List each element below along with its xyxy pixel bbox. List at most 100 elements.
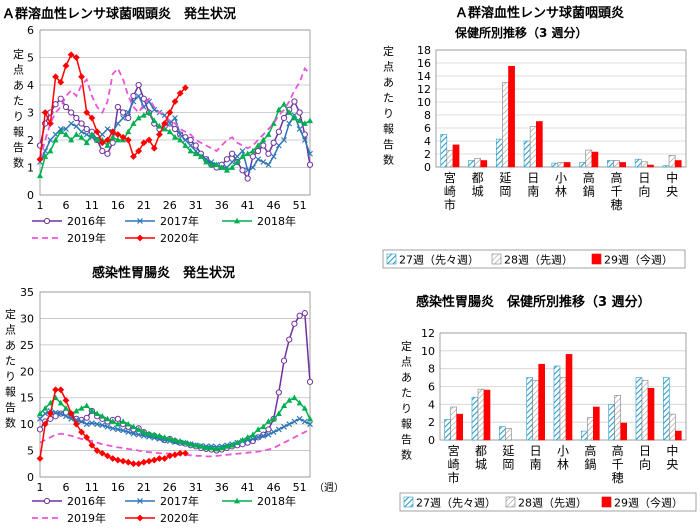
legend-label: 28週（先週） — [518, 497, 587, 510]
bar — [468, 160, 475, 168]
data-point — [46, 410, 54, 417]
legend-marker — [136, 514, 144, 522]
legend-marker — [234, 497, 240, 504]
legend-label: 2019年 — [67, 231, 106, 245]
legend-label: 2018年 — [257, 494, 296, 508]
data-point — [150, 456, 158, 464]
legend-swatch — [386, 253, 397, 265]
bar — [675, 430, 682, 441]
data-point — [37, 415, 43, 422]
x-tick-label: 11 — [85, 481, 99, 494]
y-tick-label: 4 — [424, 135, 431, 148]
data-point — [161, 434, 168, 440]
bar — [563, 162, 571, 168]
y-tick-label: 6 — [428, 381, 435, 394]
series-line — [39, 389, 186, 465]
data-point — [109, 455, 117, 462]
data-point — [78, 134, 85, 140]
gastro-district-chart: 感染性胃腸炎 保健所別推移（3 週分） 定点あたり報告数 0 2 4 6 8 10 12 宮崎… — [399, 294, 697, 512]
data-point — [275, 128, 282, 135]
data-point — [166, 120, 173, 127]
data-point — [229, 150, 236, 157]
data-point — [150, 144, 158, 152]
data-point — [177, 136, 184, 143]
data-point — [176, 89, 184, 97]
data-point — [249, 164, 256, 171]
data-point — [145, 457, 153, 465]
data-point — [223, 443, 230, 449]
data-point — [291, 418, 298, 425]
data-point — [109, 134, 116, 140]
data-point — [192, 150, 199, 157]
y-tick-label: 0 — [424, 161, 431, 174]
data-point — [135, 147, 143, 155]
y-tick-label: 4 — [27, 79, 34, 92]
series-2020年 — [36, 51, 189, 163]
data-point — [166, 435, 173, 442]
data-point — [239, 167, 246, 174]
data-point — [63, 413, 69, 420]
data-point — [83, 414, 90, 421]
data-point — [255, 434, 262, 441]
legend-marker — [234, 217, 240, 224]
strep-district-ylabel: 定点あたり報告数 — [383, 44, 394, 167]
data-point — [62, 103, 70, 111]
data-point — [187, 136, 194, 144]
data-point — [119, 457, 127, 465]
legend-label: 2016年 — [67, 494, 106, 508]
x-tick-label: 31 — [189, 199, 203, 212]
x-tick-label: 51 — [293, 199, 307, 212]
data-point — [281, 402, 288, 409]
data-point — [229, 442, 236, 448]
bar — [669, 413, 676, 441]
data-point — [187, 441, 194, 447]
category-label: 延岡 — [499, 171, 511, 199]
data-point — [275, 389, 282, 396]
y-tick-label: 20 — [20, 365, 34, 378]
data-point — [88, 114, 96, 122]
bar — [483, 389, 491, 441]
legend-marker — [43, 217, 51, 225]
series-line — [39, 66, 311, 160]
x-tick-label: 26 — [163, 481, 177, 494]
data-point — [239, 148, 246, 154]
legend-frame — [399, 492, 697, 512]
data-point — [57, 386, 65, 394]
legend-item: 2018年 — [222, 494, 296, 508]
bar — [440, 134, 448, 168]
data-point — [249, 147, 256, 154]
series-2018年 — [37, 101, 313, 179]
data-point — [291, 320, 298, 327]
data-point — [72, 54, 80, 61]
data-point — [73, 123, 80, 130]
data-point — [208, 444, 215, 451]
legend-label: 27週（先々週） — [416, 497, 496, 510]
y-tick-label: 6 — [27, 24, 34, 37]
data-point — [244, 167, 251, 174]
legend-item: 29週（今週） — [601, 496, 683, 510]
data-point — [114, 456, 122, 464]
data-point — [140, 458, 148, 466]
y-tick-label: 8 — [428, 363, 435, 376]
data-point — [280, 114, 288, 122]
data-point — [120, 418, 127, 424]
category-label: 日向 — [638, 171, 650, 199]
category-label: 中央 — [666, 443, 678, 472]
data-point — [135, 460, 143, 468]
data-point — [229, 159, 236, 165]
data-point — [281, 101, 288, 107]
data-point — [42, 153, 49, 159]
y-tick-label: 3 — [27, 107, 34, 120]
bar — [477, 388, 485, 441]
legend-item: 2020年 — [125, 231, 199, 245]
data-point — [244, 175, 251, 182]
legend-item: 28週（先週） — [491, 254, 573, 267]
y-tick-label: 18 — [417, 44, 431, 57]
data-point — [281, 423, 287, 430]
data-point — [83, 109, 91, 116]
legend-item: 2016年 — [32, 214, 106, 228]
y-tick-label: 2 — [27, 134, 34, 147]
data-point — [296, 415, 303, 422]
data-point — [270, 120, 277, 126]
data-point — [177, 437, 184, 444]
